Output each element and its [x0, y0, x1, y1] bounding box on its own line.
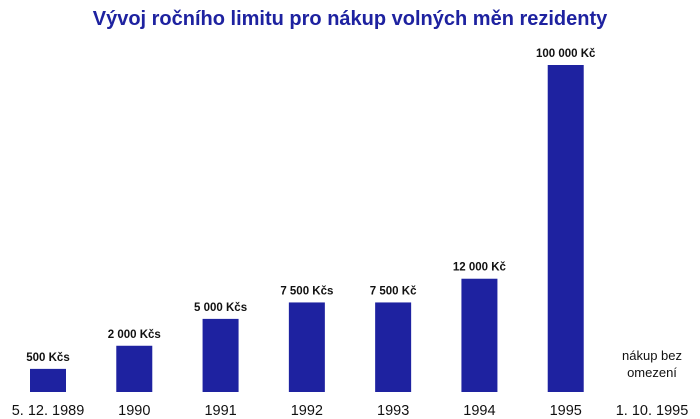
- bar: [288, 302, 325, 392]
- bar: [116, 345, 153, 392]
- annotation-line: omezení: [627, 365, 677, 380]
- data-label: 100 000 Kč: [536, 48, 596, 60]
- x-tick-labels: 5. 12. 1989 1990 1991 1992 1993 1994 1995 1. 10…: [12, 403, 689, 419]
- bar: [202, 318, 239, 392]
- x-tick-label: 1995: [550, 403, 582, 419]
- x-tick-label: 1990: [118, 403, 150, 419]
- x-tick-label: 1992: [291, 403, 323, 419]
- data-label: 7 500 Kčs: [280, 285, 333, 297]
- data-label: 12 000 Kč: [453, 262, 507, 274]
- bar: [461, 278, 498, 392]
- x-tick-label: 5. 12. 1989: [12, 403, 85, 419]
- x-tick-label: 1. 10. 1995: [616, 403, 689, 419]
- annotation-line: nákup bez: [622, 348, 682, 363]
- x-tick-label: 1991: [204, 403, 236, 419]
- labels-layer: 500 Kčs 2 000 Kčs 5 000 Kčs 7 500 Kčs 7 500 …: [26, 48, 596, 364]
- bar: [375, 302, 412, 392]
- bar: [547, 65, 584, 392]
- data-label: 500 Kčs: [26, 352, 69, 364]
- data-label: 5 000 Kčs: [194, 302, 247, 314]
- x-tick-label: 1994: [463, 403, 495, 419]
- data-label: 2 000 Kčs: [108, 329, 161, 341]
- bar: [30, 368, 66, 392]
- chart-title: Vývoj ročního limitu pro nákup volných m…: [92, 8, 608, 30]
- x-tick-label: 1993: [377, 403, 409, 419]
- bars-layer: [30, 65, 584, 392]
- annotation: nákup bez omezení: [622, 348, 682, 380]
- data-label: 7 500 Kč: [370, 285, 417, 297]
